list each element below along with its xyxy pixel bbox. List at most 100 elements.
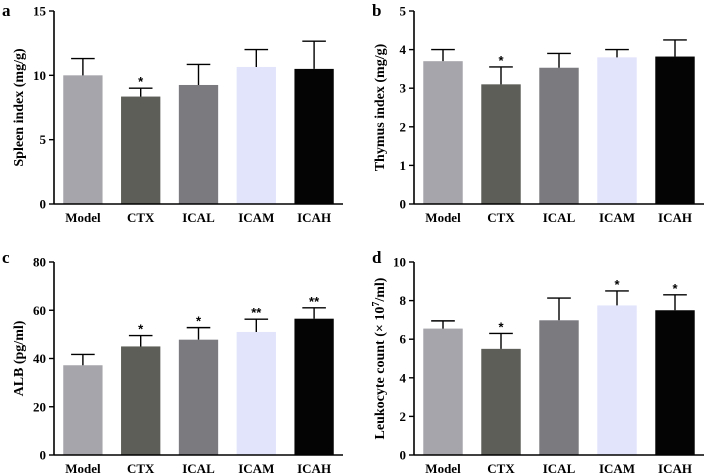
y-tick-label: 15 xyxy=(33,4,47,19)
error-bar xyxy=(186,326,211,340)
y-tick-label: 10 xyxy=(393,255,406,270)
bar-icam xyxy=(597,57,637,204)
significance-mark: * xyxy=(138,74,144,89)
y-tick-label: 0 xyxy=(400,448,407,463)
y-axis-label: ALB (pg/ml) xyxy=(12,320,27,396)
y-tick-label: 4 xyxy=(400,42,407,57)
y-tick-label: 10 xyxy=(33,68,46,83)
y-tick-label: 60 xyxy=(33,303,46,318)
x-tick-label: ICAL xyxy=(543,461,576,475)
significance-mark: * xyxy=(138,322,144,337)
x-tick-label: ICAL xyxy=(182,461,215,475)
chart-panel-c: c Model * CTX * ICAL ** ICAM ** ICAH 0 20 40 60 80 ALB … xyxy=(2,248,343,475)
error-bar xyxy=(186,63,211,85)
x-tick-label: ICAH xyxy=(658,210,692,225)
x-tick-label: Model xyxy=(425,210,461,225)
y-tick-label: 8 xyxy=(400,293,407,308)
y-tick-label: 0 xyxy=(400,197,407,212)
error-bar xyxy=(71,57,95,76)
significance-mark: * xyxy=(196,314,202,329)
error-bar xyxy=(547,297,571,321)
y-tick-label: 2 xyxy=(400,119,407,134)
y-tick-label: 0 xyxy=(40,197,47,212)
bar-icah xyxy=(655,310,695,455)
y-axis-label: Thymus index (mg/g) xyxy=(373,43,388,171)
significance-mark: * xyxy=(614,277,620,292)
error-bar xyxy=(302,307,326,319)
x-tick-label: CTX xyxy=(127,210,155,225)
error-bar xyxy=(128,87,153,97)
y-tick-label: 6 xyxy=(400,332,407,347)
bar-icam xyxy=(236,66,276,204)
significance-mark: ** xyxy=(251,305,262,320)
bar-ctx xyxy=(121,346,161,455)
x-tick-label: ICAM xyxy=(238,461,274,475)
panel-label: a xyxy=(2,1,11,20)
bar-ical xyxy=(539,320,579,455)
y-axis-label-main: Leukocyte count (× 10 xyxy=(373,307,388,440)
chart-panel-d: d Model * CTX ICAL * ICAM * ICAH 0 2 4 6 8 10 Leukocyte… xyxy=(371,248,704,475)
y-axis-label: Leukocyte count (× 107/ml) xyxy=(371,277,388,439)
error-bar xyxy=(431,48,455,62)
error-bar xyxy=(663,294,687,311)
chart-panel-b: b Model * CTX ICAL ICAM ICAH 0 1 2 3 4 5 Thymus index… xyxy=(372,1,704,225)
panel-label: c xyxy=(2,248,10,267)
y-tick-label: 40 xyxy=(33,351,46,366)
chart-panel-a: a Model * CTX ICAL ICAM ICAH 0 5 10 15 Spleen index… xyxy=(2,1,343,225)
x-tick-label: CTX xyxy=(487,210,515,225)
x-tick-label: ICAM xyxy=(599,461,635,475)
error-bar xyxy=(128,334,153,347)
significance-mark: * xyxy=(498,53,504,68)
y-tick-label: 80 xyxy=(33,255,46,270)
bar-icam xyxy=(236,331,276,455)
x-tick-label: Model xyxy=(425,461,461,475)
bar-icah xyxy=(294,68,334,205)
error-bar xyxy=(71,353,95,366)
y-tick-label: 2 xyxy=(400,409,407,424)
error-bar xyxy=(244,48,269,67)
y-tick-label: 5 xyxy=(40,132,47,147)
x-tick-label: Model xyxy=(65,461,101,475)
bar-icah xyxy=(294,318,334,455)
bar-ctx xyxy=(121,96,161,204)
error-bar xyxy=(244,318,269,332)
error-bar xyxy=(605,290,629,306)
x-tick-label: CTX xyxy=(127,461,155,475)
significance-mark: * xyxy=(498,319,504,334)
x-tick-label: Model xyxy=(65,210,101,225)
y-axis-label: Spleen index (mg/g) xyxy=(12,48,27,167)
y-tick-label: 4 xyxy=(400,370,407,385)
x-tick-label: ICAM xyxy=(599,210,635,225)
bar-model xyxy=(63,365,103,455)
x-tick-label: ICAH xyxy=(658,461,692,475)
y-axis-label-superscript: 7 xyxy=(371,302,382,307)
bar-ical xyxy=(539,67,579,204)
y-tick-label: 1 xyxy=(400,158,407,173)
error-bar xyxy=(547,52,571,68)
error-bar xyxy=(605,48,629,58)
bar-icah xyxy=(655,56,695,204)
bar-ical xyxy=(178,339,219,455)
y-tick-label: 20 xyxy=(33,399,46,414)
y-axis-label-tail: /ml) xyxy=(373,277,388,302)
bar-model xyxy=(63,75,103,204)
significance-mark: ** xyxy=(309,294,320,309)
bar-ctx xyxy=(481,348,521,455)
x-tick-label: CTX xyxy=(487,461,515,475)
bar-ical xyxy=(178,84,219,204)
x-tick-label: ICAH xyxy=(297,210,331,225)
x-tick-label: ICAM xyxy=(238,210,274,225)
error-bar xyxy=(302,40,326,69)
bar-icam xyxy=(597,305,637,455)
error-bar xyxy=(489,332,513,349)
error-bar xyxy=(431,320,455,329)
error-bar xyxy=(663,39,687,57)
x-tick-label: ICAL xyxy=(182,210,215,225)
significance-mark: * xyxy=(672,281,678,296)
y-tick-label: 5 xyxy=(400,4,407,19)
bar-model xyxy=(423,328,463,455)
y-tick-label: 3 xyxy=(400,81,407,96)
error-bar xyxy=(489,66,513,85)
x-tick-label: ICAL xyxy=(543,210,576,225)
